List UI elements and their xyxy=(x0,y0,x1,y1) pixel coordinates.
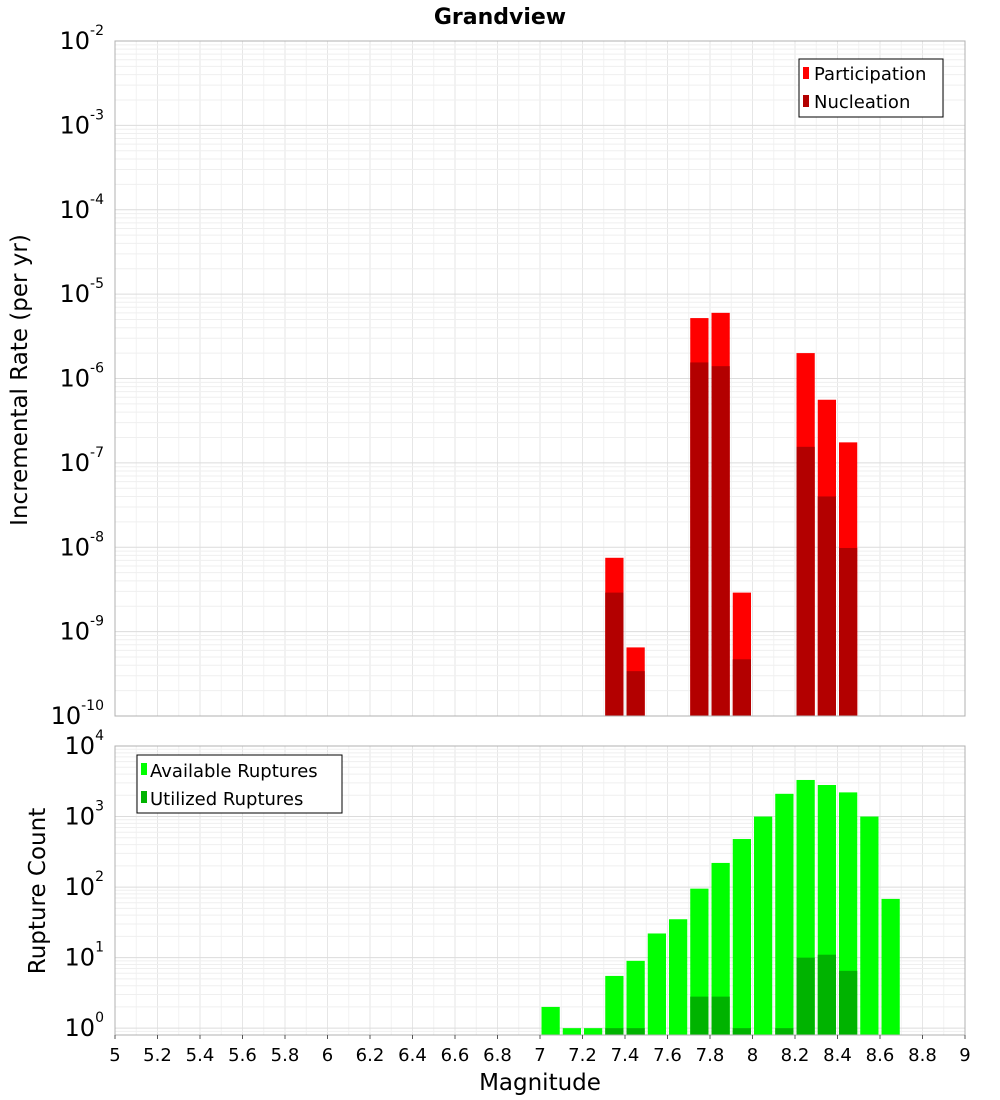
xtick-label: 7.6 xyxy=(653,1045,682,1066)
xtick-label: 8.2 xyxy=(781,1045,810,1066)
count-ytick-label: 104 xyxy=(65,728,105,760)
count-available-ruptures-bar-8.05 xyxy=(754,816,773,1035)
count-utilized-ruptures-bar-7.45 xyxy=(626,1028,645,1035)
count-available-ruptures-bar-7.05 xyxy=(541,1006,560,1035)
count-available-ruptures-bar-7.45 xyxy=(626,960,645,1035)
chart-title: Grandview xyxy=(434,5,566,30)
count-available-ruptures-bar-7.85 xyxy=(711,862,730,1035)
xtick-label: 6.4 xyxy=(398,1045,427,1066)
count-available-ruptures-bar-7.25 xyxy=(584,1028,603,1035)
count-utilized-ruptures-bar-7.85 xyxy=(711,996,730,1035)
rate-nucleation-bar-7.45 xyxy=(626,671,645,716)
xtick-label: 7.8 xyxy=(696,1045,725,1066)
rate-nucleation-bar-7.85 xyxy=(711,366,730,716)
count-available-ruptures-bar-8.15 xyxy=(775,793,794,1035)
nucleation-legend-label: Nucleation xyxy=(814,92,910,113)
nucleation-legend-swatch xyxy=(803,95,809,107)
xtick-label: 5.4 xyxy=(186,1045,215,1066)
rate-bars xyxy=(605,312,858,716)
utilized-legend-swatch xyxy=(141,791,147,803)
rate-ytick-label: 10-9 xyxy=(59,614,104,646)
count-ytick-label: 101 xyxy=(65,940,104,972)
count-y-ticks: 100 101 102 103 104 xyxy=(65,728,105,1042)
xtick-label: 7 xyxy=(534,1045,545,1066)
count-utilized-ruptures-bar-8.25 xyxy=(796,957,815,1035)
count-y-axis-label: Rupture Count xyxy=(25,808,51,974)
count-utilized-ruptures-bar-8.45 xyxy=(839,970,858,1035)
xtick-label: 7.4 xyxy=(611,1045,640,1066)
rate-nucleation-bar-8.25 xyxy=(796,446,815,716)
rate-ytick-label: 10-10 xyxy=(51,698,104,730)
xtick-label: 8.4 xyxy=(823,1045,852,1066)
xtick-label: 5.6 xyxy=(228,1045,257,1066)
rate-nucleation-bar-8.35 xyxy=(817,496,836,716)
available-legend-label: Available Ruptures xyxy=(150,761,318,782)
rate-nucleation-bar-7.35 xyxy=(605,592,624,716)
rate-nucleation-bar-7.75 xyxy=(690,362,709,716)
xtick-label: 6 xyxy=(322,1045,333,1066)
count-ytick-label: 102 xyxy=(65,869,104,901)
rate-legend-box xyxy=(798,58,944,118)
count-panel: 100 101 102 103 104 5 5.2 5.4 5.6 5.8 6 6.2 6.4 6.6 6… xyxy=(25,728,971,1096)
x-ticks: 5 5.2 5.4 5.6 5.8 6 6.2 6.4 6.6 6.8 7 7.2 7.4 7.6 7.8 8… xyxy=(109,1035,971,1066)
count-available-ruptures-bar-7.55 xyxy=(647,933,666,1035)
count-utilized-ruptures-bar-7.75 xyxy=(690,996,709,1035)
rate-panel: 10-10 10-9 10-8 10-7 10-6 10-5 10-4 10-3 10-2 In… xyxy=(7,23,966,730)
count-ytick-label: 103 xyxy=(65,799,104,831)
participation-legend-swatch xyxy=(803,67,809,79)
xtick-label: 7.2 xyxy=(568,1045,597,1066)
rate-ytick-label: 10-7 xyxy=(59,445,104,477)
rate-nucleation-bar-7.95 xyxy=(732,659,751,716)
utilized-legend-label: Utilized Ruptures xyxy=(150,789,303,810)
count-available-ruptures-bar-7.35 xyxy=(605,975,624,1035)
count-bars xyxy=(541,779,900,1035)
rate-ytick-label: 10-8 xyxy=(59,529,104,561)
xtick-label: 8.6 xyxy=(866,1045,895,1066)
count-legend: Available Ruptures Utilized Ruptures xyxy=(136,754,343,814)
rate-legend: Participation Nucleation xyxy=(798,58,944,118)
count-utilized-ruptures-bar-8.35 xyxy=(817,954,836,1035)
count-available-ruptures-bar-8.65 xyxy=(881,898,900,1035)
xtick-label: 9 xyxy=(959,1045,970,1066)
count-utilized-ruptures-bar-7.95 xyxy=(732,1028,751,1035)
xtick-label: 5 xyxy=(109,1045,120,1066)
count-ytick-label: 100 xyxy=(65,1010,104,1042)
count-legend-box xyxy=(136,754,343,814)
rate-nucleation-bar-8.45 xyxy=(839,547,858,716)
rate-plot-frame xyxy=(114,40,966,717)
count-utilized-ruptures-bar-7.35 xyxy=(605,1028,624,1035)
xtick-label: 5.2 xyxy=(143,1045,172,1066)
xtick-label: 8.8 xyxy=(908,1045,937,1066)
x-axis-label: Magnitude xyxy=(479,1070,601,1096)
xtick-label: 6.8 xyxy=(483,1045,512,1066)
rate-ytick-label: 10-5 xyxy=(59,276,104,308)
count-available-ruptures-bar-8.55 xyxy=(860,816,879,1035)
xtick-label: 5.8 xyxy=(271,1045,300,1066)
rate-ytick-label: 10-6 xyxy=(59,361,104,393)
rate-ytick-label: 10-2 xyxy=(59,23,104,55)
count-available-ruptures-bar-7.95 xyxy=(732,839,751,1035)
xtick-label: 6.6 xyxy=(441,1045,470,1066)
xtick-label: 8 xyxy=(747,1045,758,1066)
rate-ytick-label: 10-3 xyxy=(59,107,104,139)
participation-legend-label: Participation xyxy=(814,64,926,85)
count-available-ruptures-bar-7.65 xyxy=(669,919,688,1035)
xtick-label: 6.2 xyxy=(356,1045,385,1066)
rate-y-ticks: 10-10 10-9 10-8 10-7 10-6 10-5 10-4 10-3 10-2 xyxy=(51,23,105,730)
rate-ytick-label: 10-4 xyxy=(59,192,104,224)
available-legend-swatch xyxy=(141,763,147,775)
rate-gridlines xyxy=(114,40,966,717)
count-utilized-ruptures-bar-8.15 xyxy=(775,1028,794,1035)
rate-y-axis-label: Incremental Rate (per yr) xyxy=(7,234,33,526)
count-available-ruptures-bar-7.15 xyxy=(562,1028,581,1035)
